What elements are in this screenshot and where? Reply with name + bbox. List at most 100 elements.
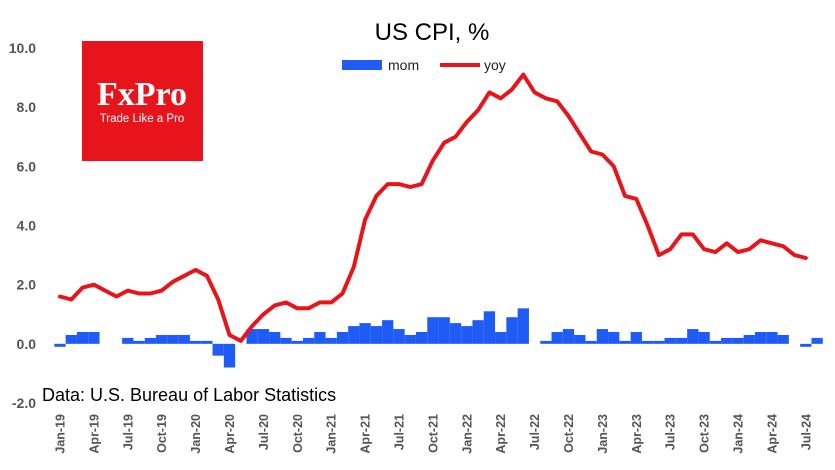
fxpro-logo: FxPro Trade Like a Pro [82, 41, 203, 161]
mom-bar [472, 320, 484, 344]
mom-bar [76, 332, 89, 344]
x-tick-label: Jul-24 [799, 414, 813, 450]
mom-bar [257, 329, 270, 344]
x-tick-label: Jan-19 [54, 414, 68, 454]
legend-label-mom: mom [388, 57, 419, 73]
logo-brand: FxPro [97, 76, 187, 113]
mom-bar [302, 337, 315, 344]
mom-bar [449, 323, 462, 344]
mom-bar [551, 332, 563, 344]
mom-bar [415, 332, 428, 344]
mom-bar [167, 334, 179, 344]
mom-bar [743, 334, 755, 344]
mom-bar [88, 332, 100, 344]
mom-bar [732, 337, 744, 344]
mom-bar [370, 326, 383, 344]
legend: mom yoy [342, 57, 506, 73]
mom-bar [664, 337, 676, 344]
mom-bar [223, 343, 236, 368]
mom-bar [766, 332, 778, 344]
x-tick-label: Jul-19 [121, 414, 135, 450]
mom-bar [675, 337, 688, 344]
mom-bar [156, 334, 168, 344]
mom-bar [754, 332, 767, 344]
mom-bar [630, 332, 642, 344]
y-tick-label: 4.0 [17, 218, 37, 234]
y-tick-label: 8.0 [17, 99, 37, 115]
mom-bar [393, 329, 405, 344]
mom-bar [122, 337, 134, 344]
y-tick-label: 10.0 [9, 40, 36, 56]
mom-bar [687, 329, 699, 344]
mom-bar [517, 308, 529, 344]
y-tick-label: 0.0 [17, 336, 37, 352]
mom-bar [596, 329, 609, 344]
x-tick-label: Apr-19 [87, 414, 101, 454]
x-axis-ticks: Jan-19 Apr-19 Jul-19 Oct-19 Jan-20 Apr-20 Jul-… [54, 414, 814, 454]
mom-bar [404, 334, 416, 344]
mom-bar [709, 340, 722, 344]
mom-bars [54, 308, 823, 368]
mom-bar [427, 317, 439, 344]
x-tick-label: Oct-23 [698, 414, 712, 453]
mom-bar [359, 323, 371, 344]
mom-bar [189, 340, 202, 344]
mom-bar [325, 337, 337, 344]
mom-bar [280, 337, 292, 344]
legend-label-yoy: yoy [484, 57, 506, 73]
x-tick-label: Apr-22 [494, 414, 508, 454]
mom-bar [133, 340, 145, 344]
y-tick-label: 6.0 [17, 158, 37, 174]
mom-bar [483, 311, 496, 344]
x-tick-label: Jan-20 [189, 414, 203, 454]
x-tick-label: Jan-24 [732, 414, 746, 454]
mom-bar [336, 332, 349, 344]
mom-bar [506, 317, 518, 344]
mom-bar [461, 326, 473, 344]
mom-bar [721, 337, 733, 344]
mom-bar [811, 337, 823, 344]
mom-bar [348, 326, 360, 344]
mom-bar [438, 317, 450, 344]
x-tick-label: Jan-22 [460, 414, 474, 454]
legend-swatch-mom [342, 60, 382, 70]
x-tick-label: Oct-22 [562, 414, 576, 453]
x-tick-label: Apr-21 [359, 414, 373, 454]
x-tick-label: Jan-23 [596, 414, 610, 454]
x-tick-label: Oct-20 [291, 414, 305, 453]
logo-tagline: Trade Like a Pro [100, 113, 185, 125]
x-tick-label: Jul-23 [664, 414, 678, 450]
x-tick-label: Jul-22 [528, 414, 542, 450]
mom-bar [54, 343, 66, 347]
x-tick-label: Oct-21 [426, 414, 440, 453]
mom-bar [777, 334, 789, 344]
mom-bar [653, 340, 665, 344]
logo-background [82, 41, 203, 161]
y-tick-label: -2.0 [12, 395, 36, 411]
mom-bar [619, 340, 631, 344]
mom-bar [800, 343, 812, 347]
mom-bar [144, 337, 157, 344]
y-tick-label: 2.0 [17, 277, 37, 293]
mom-bar [246, 329, 258, 344]
mom-bar [291, 340, 303, 344]
mom-bar [540, 340, 552, 344]
mom-bar [65, 334, 77, 344]
mom-bar [562, 329, 575, 344]
y-axis-ticks: 10.0 8.0 6.0 4.0 2.0 0.0 -2.0 [9, 40, 36, 411]
x-tick-label: Jan-21 [325, 414, 339, 454]
mom-bar [382, 320, 394, 344]
mom-bar [201, 340, 213, 344]
mom-bar [495, 332, 507, 344]
mom-bar [212, 343, 224, 356]
x-tick-label: Apr-24 [765, 414, 779, 454]
mom-bar [314, 332, 326, 344]
x-tick-label: Jul-21 [393, 414, 407, 450]
mom-bar [269, 332, 281, 344]
mom-bar [698, 332, 710, 344]
x-tick-label: Jul-20 [257, 414, 271, 450]
mom-bar [574, 334, 586, 344]
x-tick-label: Oct-19 [155, 414, 169, 453]
mom-bar [585, 340, 597, 344]
